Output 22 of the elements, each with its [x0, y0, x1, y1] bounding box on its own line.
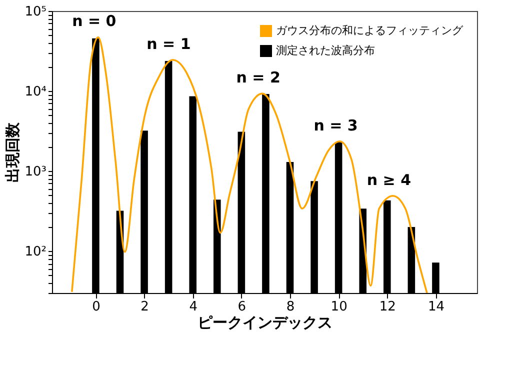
x-tick-label: 12 [379, 300, 396, 314]
annotation: n ≥ 4 [366, 170, 412, 189]
y-tick-label: 10⁵ [24, 4, 46, 20]
legend-label: 測定された波高分布 [276, 44, 375, 57]
y-tick-label: 10³ [24, 164, 46, 180]
legend-label: ガウス分布の和によるフィッティング [276, 24, 464, 37]
annotation: n = 2 [236, 68, 280, 87]
x-axis-title: ピークインデックス [198, 314, 332, 332]
annotation: n = 1 [146, 34, 191, 53]
x-tick-label: 4 [189, 300, 198, 314]
x-tick-label: 14 [428, 300, 444, 314]
x-tick-label: 10 [330, 300, 348, 314]
line-series [71, 36, 428, 293]
x-tick-label: 0 [92, 300, 100, 314]
y-tick-label: 10⁴ [24, 84, 46, 100]
y-tick-label: 10² [24, 244, 46, 260]
x-tick-label: 8 [286, 300, 295, 314]
y-axis-title: 出現回数 [4, 122, 22, 182]
x-tick-label: 6 [238, 300, 246, 314]
annotation: n = 3 [314, 116, 358, 134]
annotation: n = 0 [72, 12, 116, 30]
x-tick-label: 2 [140, 300, 149, 314]
